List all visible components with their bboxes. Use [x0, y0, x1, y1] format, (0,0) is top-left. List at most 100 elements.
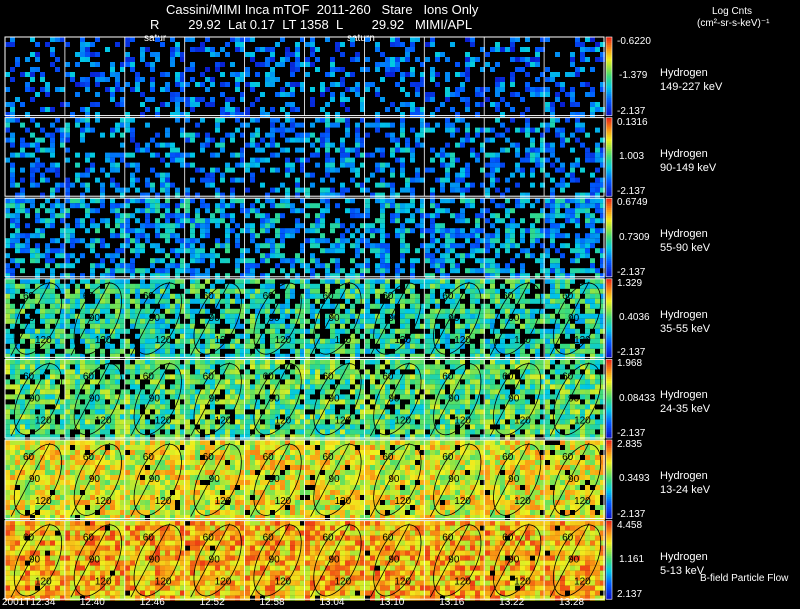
contour-label: 90	[269, 474, 281, 485]
panel-4-contours: 60 90 120 60 90 120 60 90 120 60 90 120 60 90 120 60 90 1…	[10, 362, 602, 437]
contour-label: 90	[508, 474, 520, 485]
panel-4-pixels	[5, 359, 605, 440]
title-line-2: R 29.92 Lat 0.17 LT 1358 L 29.92 MIMI/AP…	[150, 17, 473, 32]
contour-label: 120	[95, 496, 112, 507]
colorbar-max-label: -0.6220	[617, 36, 651, 47]
contour-label: 60	[83, 452, 95, 463]
contour-label: 120	[394, 496, 411, 507]
contour-label: 120	[394, 577, 411, 588]
contour-label: 60	[322, 371, 334, 382]
contour-label: 90	[149, 474, 161, 485]
contour-label: 60	[382, 452, 394, 463]
contour-label: 60	[442, 371, 454, 382]
contour-label: 60	[562, 371, 574, 382]
contour-label: 90	[269, 555, 281, 566]
units-title: Log Cnts	[712, 6, 753, 17]
contour-label: 120	[574, 577, 591, 588]
colorbar-mid-label: 0.3493	[619, 473, 650, 485]
contour-label: 90	[508, 313, 520, 324]
contour-label: 90	[89, 313, 101, 324]
contour-label: 60	[502, 533, 514, 544]
colorbar-5	[605, 439, 613, 520]
colorbar-mid-label: -1.379	[619, 70, 648, 82]
contour-label: 120	[215, 577, 232, 588]
contour-label: 120	[215, 415, 232, 426]
contour-label: 120	[514, 415, 531, 426]
contour-label: 60	[562, 533, 574, 544]
colorbar-max-label: 1.329	[617, 277, 643, 289]
contour-label: 90	[29, 313, 41, 324]
contour-label: 90	[89, 393, 101, 404]
contour-label: 90	[269, 313, 281, 324]
time-tick-label: 2001T12:34	[2, 597, 56, 608]
time-tick-label: 13:10	[379, 597, 405, 608]
energy-label: 13-24 keV	[660, 484, 711, 496]
contour-label: 120	[275, 577, 292, 588]
contour-label: 60	[322, 533, 334, 544]
contour-label: 60	[203, 452, 215, 463]
colorbar-max-label: 4.458	[617, 519, 643, 531]
contour-label: 120	[275, 496, 292, 507]
bfield-label: B-field Particle Flow	[700, 573, 789, 584]
contour-label: 120	[574, 496, 591, 507]
panel-5: 60 90 120 60 90 120 60 90 120 60 90 120 60 90 120 60 90 1…	[4, 439, 613, 520]
contour-label: 60	[263, 452, 275, 463]
contour-label: 60	[442, 291, 454, 302]
contour-label: 60	[322, 291, 334, 302]
contour-label: 120	[155, 335, 172, 346]
units-value: (cm²-sr-s-keV)⁻¹	[697, 18, 770, 29]
contour-label: 120	[35, 335, 52, 346]
colorbar-2	[605, 197, 613, 278]
colorbar-mid-label: 0.08433	[619, 392, 656, 404]
contour-label: 90	[209, 313, 221, 324]
colorbar-mid-label: 0.4036	[619, 312, 650, 324]
contour-label: 60	[322, 452, 334, 463]
species-label: Hydrogen	[660, 147, 708, 160]
contour-label: 90	[388, 555, 400, 566]
contour-label: 60	[143, 452, 155, 463]
contour-label: 60	[203, 291, 215, 302]
contour-label: 90	[149, 313, 161, 324]
time-tick-label: 12:58	[259, 597, 285, 608]
contour-label: 90	[328, 555, 340, 566]
contour-label: 90	[568, 474, 580, 485]
contour-label: 120	[334, 577, 351, 588]
colorbar-6	[605, 520, 613, 600]
contour-label: 60	[23, 452, 35, 463]
contour-label: 120	[275, 415, 292, 426]
contour-label: 90	[448, 555, 460, 566]
contour-label: 120	[155, 415, 172, 426]
colorbar-min-label: -2.137	[617, 186, 646, 198]
colorbar-min-label: -2.137	[617, 266, 646, 278]
contour-label: 90	[149, 555, 161, 566]
time-tick-label: 13:16	[439, 597, 465, 608]
contour-label: 90	[388, 474, 400, 485]
contour-label: 120	[155, 496, 172, 507]
species-label: Hydrogen	[660, 470, 708, 482]
energy-label: 35-55 keV	[660, 322, 711, 335]
contour-label: 120	[95, 415, 112, 426]
contour-label: 60	[263, 533, 275, 544]
colorbar-mid-label: 0.7309	[619, 231, 650, 243]
colorbar-min-label: -2.137	[617, 105, 646, 117]
panel-2	[4, 197, 613, 279]
contour-label: 60	[23, 371, 35, 382]
panel-3: 60 90 120 60 90 120 60 90 120 60 90 120 60 90 120 60 90 1…	[4, 278, 613, 359]
contour-label: 90	[448, 393, 460, 404]
time-tick-label: 12:52	[199, 597, 225, 608]
contour-label: 60	[203, 533, 215, 544]
contour-label: 120	[35, 496, 52, 507]
contour-label: 60	[502, 452, 514, 463]
energy-label: 55-90 keV	[660, 242, 711, 255]
contour-label: 90	[568, 393, 580, 404]
contour-label: 90	[209, 474, 221, 485]
energy-label: 149-227 keV	[660, 81, 723, 93]
contour-label: 60	[562, 291, 574, 302]
contour-label: 60	[83, 291, 95, 302]
contour-label: 60	[143, 371, 155, 382]
contour-label: 120	[454, 415, 471, 426]
saturn-label-2: saturn	[347, 33, 375, 44]
panel-1-pixels	[5, 117, 605, 198]
contour-label: 90	[29, 393, 41, 404]
contour-label: 90	[328, 313, 340, 324]
